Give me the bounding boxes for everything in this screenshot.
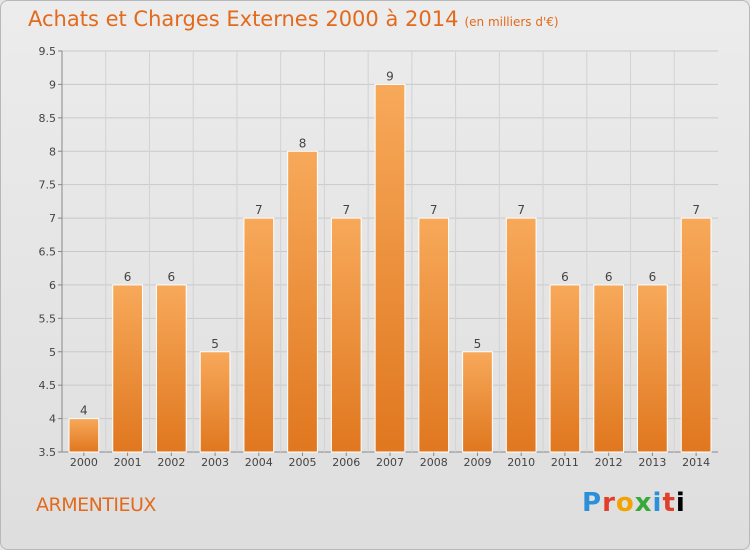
x-tick-label-2002: 2002	[157, 456, 185, 469]
bar-2006	[330, 217, 362, 453]
logo-letter: i	[652, 488, 663, 518]
data-label-2014: 7	[692, 203, 700, 217]
data-label-2010: 7	[517, 203, 525, 217]
x-tick-label-2004: 2004	[245, 456, 273, 469]
y-tick-label: 8	[49, 145, 56, 158]
bar-2014	[680, 217, 712, 453]
bar-2012	[593, 284, 625, 453]
data-label-2011: 6	[561, 270, 569, 284]
data-label-2003: 5	[211, 337, 219, 351]
logo-letter: P	[582, 488, 603, 518]
y-tick-label: 9	[49, 78, 56, 91]
x-tick-label-2005: 2005	[289, 456, 317, 469]
x-tick-label-2003: 2003	[201, 456, 229, 469]
commune-name: ARMENTIEUX	[36, 494, 156, 516]
bar-2013	[637, 284, 668, 453]
data-label-2008: 7	[430, 203, 438, 217]
y-tick-label: 4	[49, 413, 56, 426]
labels: 3.5 4 4.5 5 5.5 6 6.5 7 7.5 8 8.5 9 9.5 4 2000 6 2001 6 20…	[39, 45, 711, 469]
data-label-2005: 8	[299, 136, 307, 150]
bar-2001	[112, 284, 143, 453]
y-tick-label: 5	[49, 346, 56, 359]
data-label-2002: 6	[168, 270, 176, 284]
data-label-2007: 9	[386, 69, 394, 83]
x-tick-label-2007: 2007	[376, 456, 404, 469]
x-tick-label-2006: 2006	[332, 456, 360, 469]
y-tick-label: 6	[49, 279, 56, 292]
bar-2002	[155, 284, 187, 453]
logo-letter: o	[615, 488, 635, 518]
logo-letter: x	[634, 488, 653, 518]
data-label-2009: 5	[474, 337, 482, 351]
x-tick-label-2009: 2009	[463, 456, 491, 469]
logo-letter: i	[675, 488, 686, 518]
data-label-2006: 7	[342, 203, 350, 217]
logo-letter: r	[602, 488, 616, 518]
chart-subtitle: (en milliers d'€)	[464, 15, 559, 29]
chart-title: Achats et Charges Externes 2000 à 2014 (e…	[28, 7, 559, 31]
y-tick-label: 3.5	[39, 446, 57, 459]
chart-title-text: Achats et Charges Externes 2000 à 2014	[28, 7, 459, 31]
x-tick-label-2013: 2013	[638, 456, 666, 469]
data-label-2004: 7	[255, 203, 263, 217]
x-tick-label-2010: 2010	[507, 456, 535, 469]
y-tick-label: 9.5	[39, 45, 57, 58]
data-label-2013: 6	[649, 270, 657, 284]
data-label-2001: 6	[124, 270, 132, 284]
x-tick-label-2012: 2012	[595, 456, 623, 469]
x-tick-label-2011: 2011	[551, 456, 579, 469]
bar-2008	[418, 217, 450, 453]
bar-2009	[462, 351, 493, 453]
bar-2000	[68, 418, 100, 453]
bar-2011	[549, 284, 581, 453]
y-tick-label: 7	[49, 212, 56, 225]
y-tick-label: 4.5	[39, 379, 57, 392]
bars	[68, 83, 712, 453]
proxiti-logo: Proxiti	[582, 488, 686, 518]
x-tick-label-2014: 2014	[682, 456, 710, 469]
bar-2005	[287, 150, 318, 453]
bar-2004	[243, 217, 275, 453]
data-label-2012: 6	[605, 270, 613, 284]
y-tick-label: 5.5	[39, 312, 57, 325]
y-tick-label: 8.5	[39, 112, 57, 125]
data-label-2000: 4	[80, 404, 88, 418]
logo-letter: t	[662, 488, 676, 518]
bar-2007	[374, 83, 406, 453]
x-tick-label-2001: 2001	[114, 456, 142, 469]
y-tick-label: 6.5	[39, 246, 57, 259]
bar-2003	[199, 351, 231, 453]
x-tick-label-2000: 2000	[70, 456, 98, 469]
y-tick-label: 7.5	[39, 179, 57, 192]
x-tick-label-2008: 2008	[420, 456, 448, 469]
bar-2010	[505, 217, 537, 453]
